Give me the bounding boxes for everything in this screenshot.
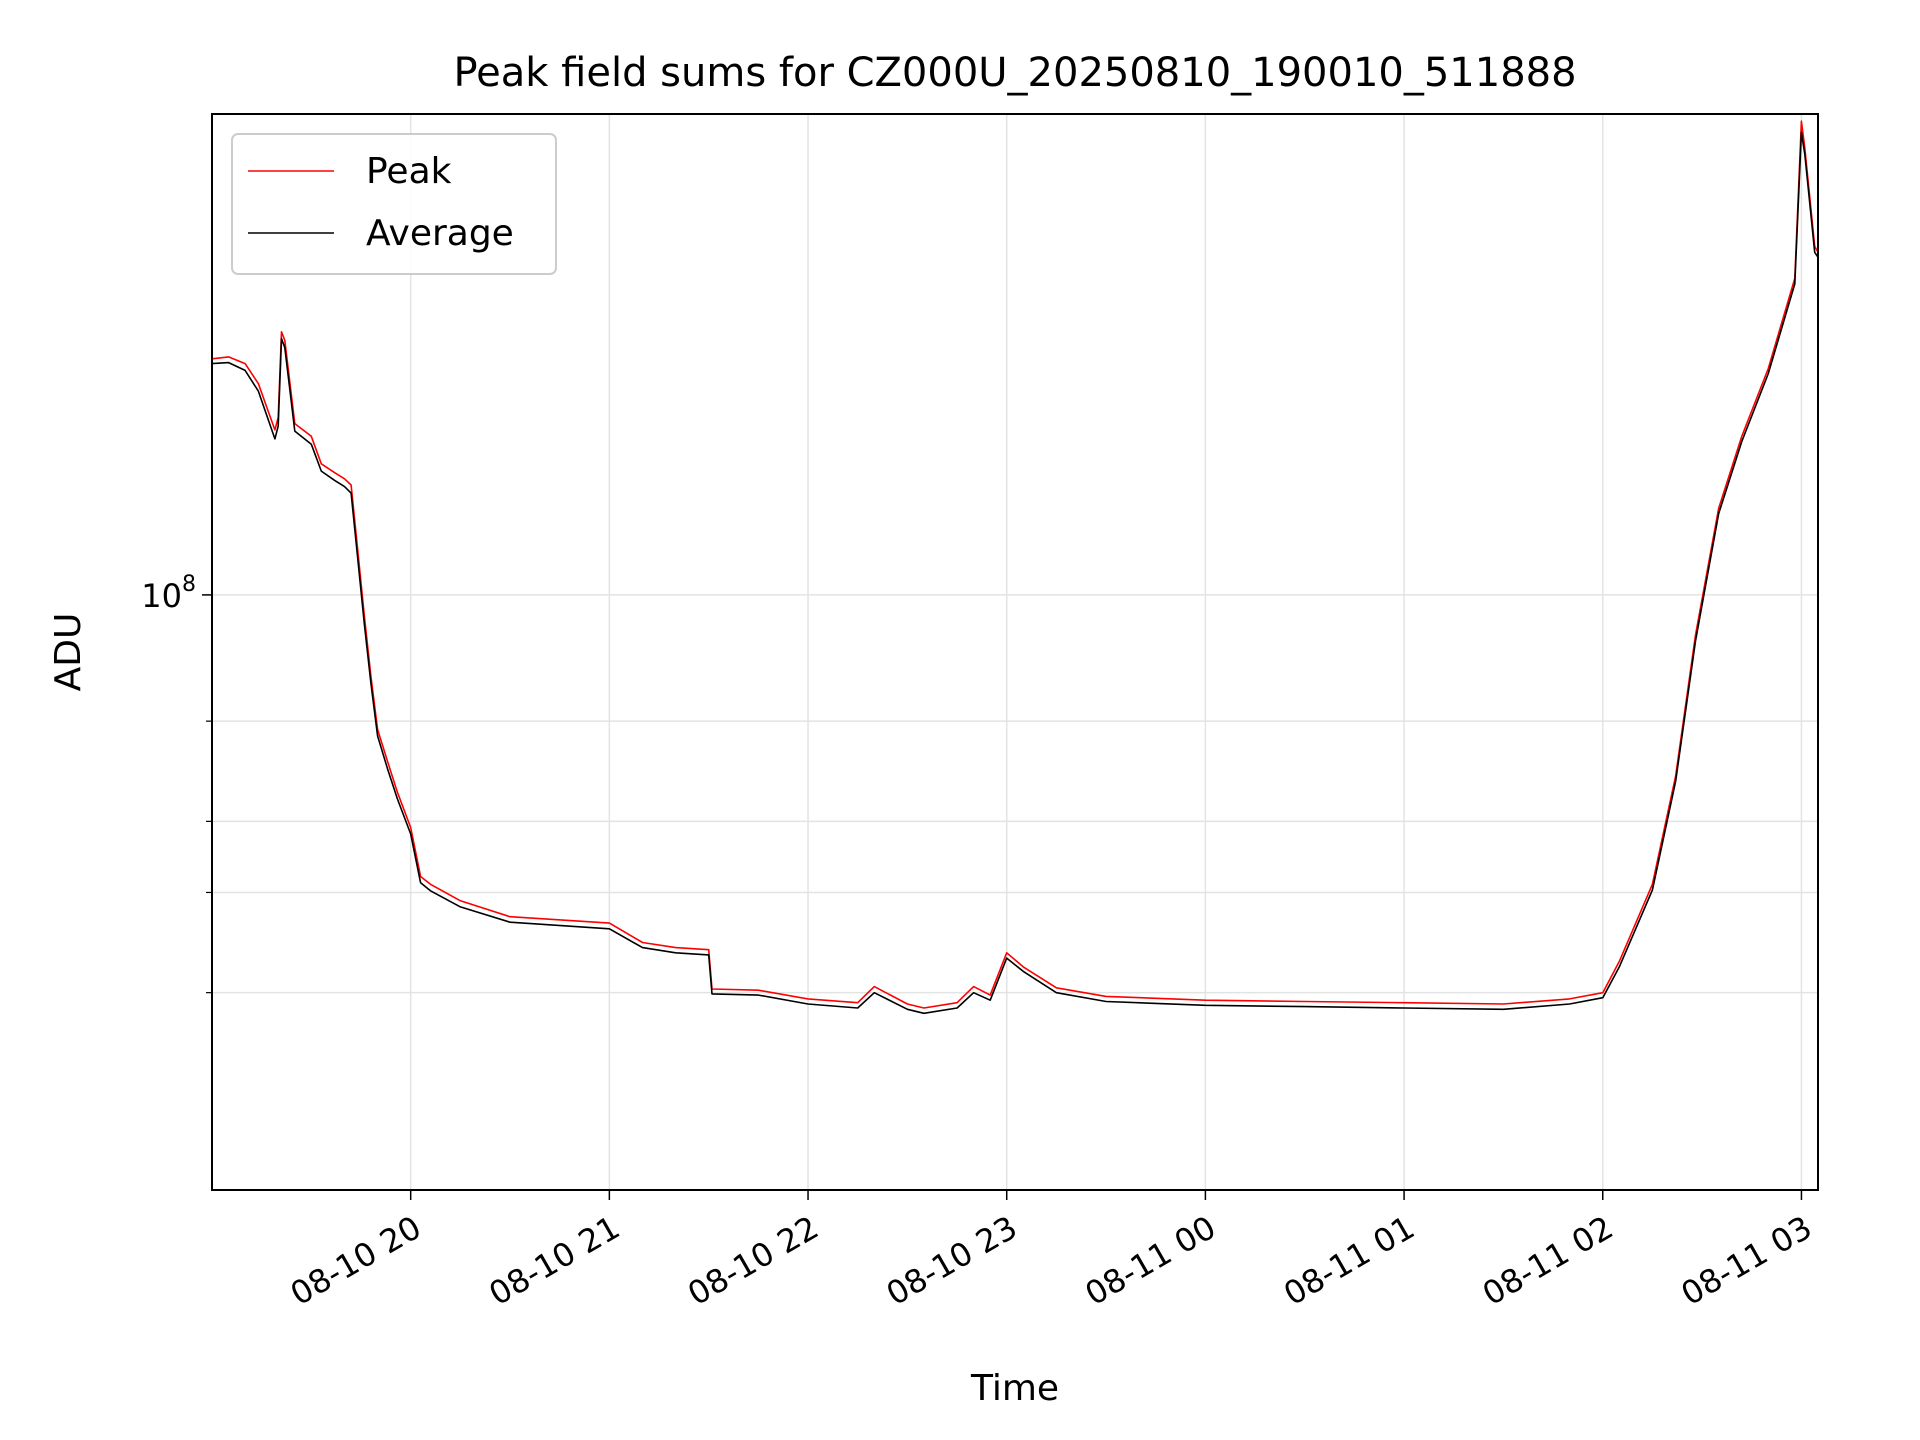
x-axis-label: Time	[970, 1368, 1059, 1409]
y-axis-label: ADU	[48, 613, 89, 692]
legend-label-peak: Peak	[366, 151, 452, 192]
y-tick-label-base: 10	[141, 577, 182, 615]
chart-title: Peak field sums for CZ000U_20250810_1900…	[453, 50, 1576, 96]
plot-frame	[211, 113, 1819, 1191]
y-tick-label: 108	[141, 572, 196, 615]
y-tick-label-exponent: 8	[182, 572, 196, 597]
series-line-average	[211, 131, 1819, 1015]
series-layer	[211, 120, 1819, 1015]
y-axis: 108	[141, 572, 212, 994]
legend-label-average: Average	[366, 213, 514, 254]
series-line-peak	[211, 120, 1819, 1009]
legend: Peak Average	[231, 133, 557, 275]
legend-box	[231, 133, 557, 275]
grid	[212, 114, 1818, 1190]
